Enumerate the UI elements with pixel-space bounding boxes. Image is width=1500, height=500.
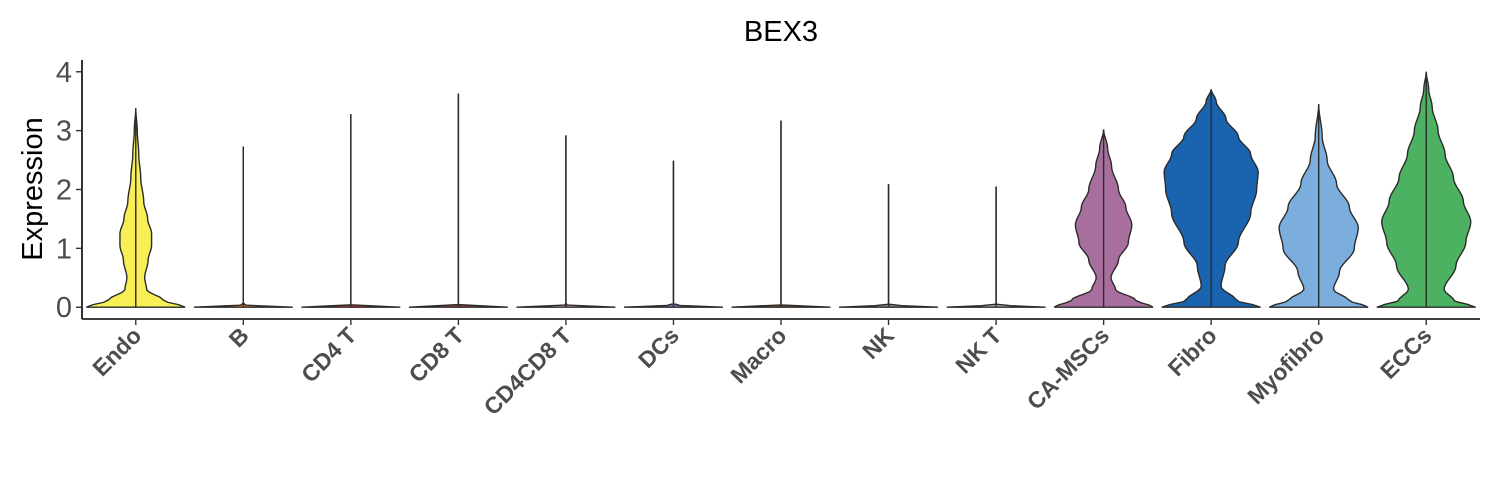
violin-series bbox=[86, 71, 1476, 308]
x-tick-label-fibro: Fibro bbox=[1163, 322, 1222, 381]
x-tick-label-b: B bbox=[224, 322, 254, 352]
y-tick-label: 4 bbox=[56, 57, 72, 89]
x-tick-label-macro: Macro bbox=[725, 322, 791, 388]
x-tick-label-cd8-t: CD8 T bbox=[404, 322, 469, 387]
y-tick-label: 3 bbox=[56, 116, 72, 148]
x-tick-label-ca-mscs: CA-MSCs bbox=[1022, 322, 1114, 414]
y-tick-label: 2 bbox=[56, 175, 72, 207]
x-tick-label-myofibro: Myofibro bbox=[1242, 322, 1329, 409]
x-axis: Endo B CD4 T CD8 T CD4CD8 T DCs Macro NK NK T CA-… bbox=[82, 318, 1480, 420]
x-tick-label-eccs: ECCs bbox=[1375, 322, 1437, 384]
x-tick-label-nk: NK bbox=[857, 322, 899, 364]
y-tick-label: 1 bbox=[56, 233, 72, 265]
x-tick-label-cd4cd8-t: CD4CD8 T bbox=[479, 322, 577, 420]
x-tick-label-endo: Endo bbox=[87, 322, 146, 381]
x-tick-label-nk-t: NK T bbox=[950, 322, 1006, 378]
y-tick-label: 0 bbox=[56, 292, 72, 324]
x-tick-label-dcs: DCs bbox=[633, 322, 684, 373]
chart-title: BEX3 bbox=[744, 16, 818, 48]
y-axis: 0 1 2 3 4 bbox=[56, 57, 83, 324]
x-tick-label-cd4-t: CD4 T bbox=[296, 322, 361, 387]
y-axis-label: Expression bbox=[17, 117, 49, 260]
